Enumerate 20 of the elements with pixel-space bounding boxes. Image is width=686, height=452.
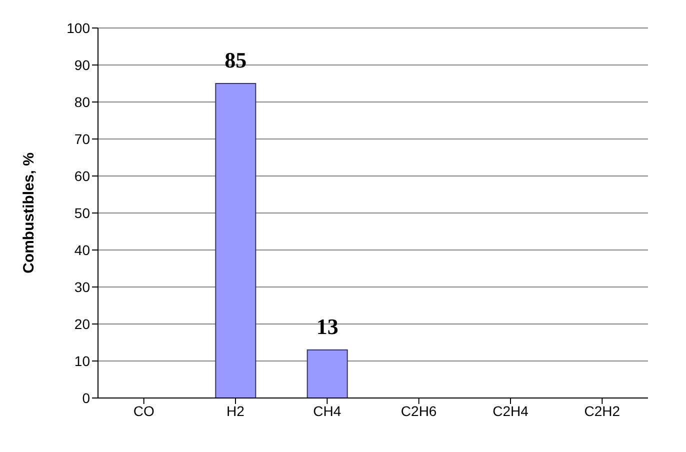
y-tick-label: 50 (74, 204, 90, 221)
y-tick-label: 30 (74, 278, 90, 295)
x-tick-label: C2H4 (492, 402, 529, 419)
y-tick-label: 90 (74, 56, 90, 73)
data-label: 85 (224, 48, 247, 72)
y-tick-label: 40 (74, 242, 90, 258)
y-tick-label: 20 (74, 316, 90, 332)
x-tick-label: C2H2 (584, 402, 620, 419)
x-tick-label: H2 (226, 402, 245, 419)
y-axis-title: Combustibles, % (20, 152, 38, 274)
x-tick-label: CO (133, 402, 154, 419)
y-tick-label: 60 (74, 168, 90, 184)
y-tick-label: 100 (66, 20, 90, 36)
y-tick-label: 10 (74, 352, 90, 369)
data-label: 13 (316, 314, 338, 339)
x-tick-label: CH4 (313, 402, 342, 419)
y-tick-label: 80 (74, 94, 90, 110)
x-tick-label: C2H6 (400, 402, 437, 419)
y-tick-label: 70 (74, 130, 90, 147)
y-tick-label: 0 (82, 390, 90, 406)
